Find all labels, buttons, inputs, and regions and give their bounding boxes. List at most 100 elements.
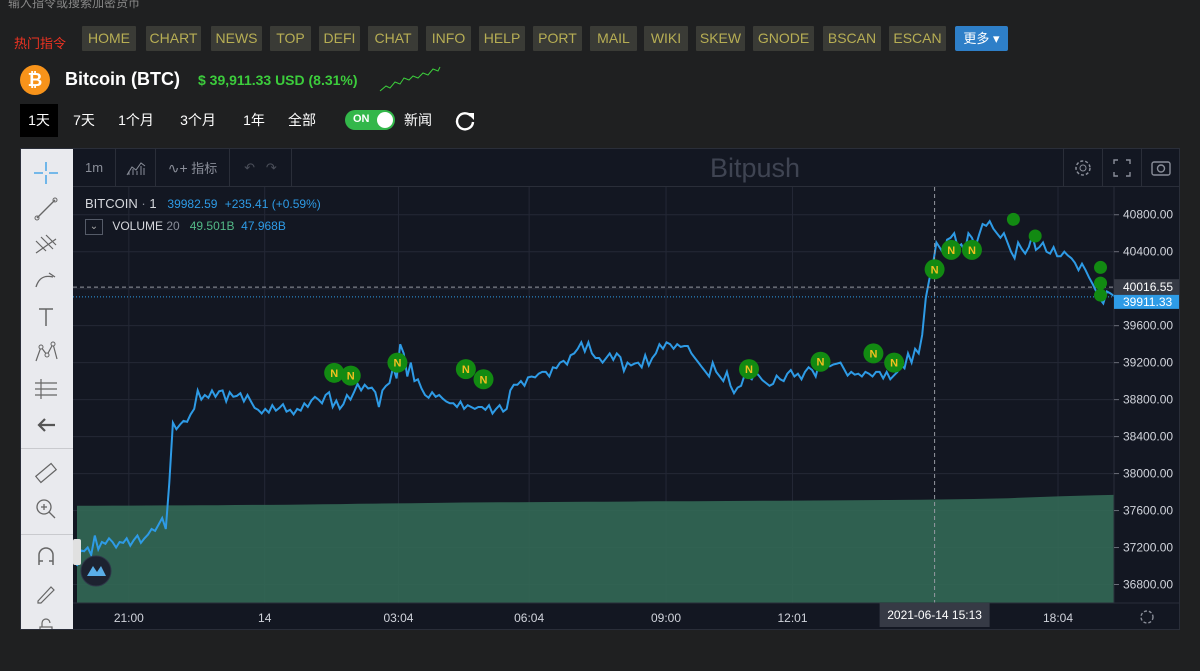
volume-label: VOLUME [112,219,164,234]
news-marker[interactable] [324,362,345,383]
news-label: 新闻 [404,112,432,128]
lock-pencil-icon[interactable] [31,579,61,607]
news-marker[interactable] [1028,229,1042,243]
news-marker[interactable] [455,359,476,380]
time-tick-label: 12:01 [778,611,808,625]
brush-icon[interactable] [31,267,61,295]
fib-retracement-icon[interactable] [31,231,61,259]
indicators-icon: ∿+ [167,160,188,176]
nav-item-help[interactable]: HELP [479,26,525,51]
price-tick-label: 37200.00 [1123,541,1173,555]
nav-item-gnode[interactable]: GNODE [753,26,814,51]
bitcoin-logo-icon: ₿ [20,65,50,95]
nav-item-chat[interactable]: CHAT [368,26,418,51]
price-tick-label: 37600.00 [1123,504,1173,518]
news-marker[interactable] [473,369,494,390]
arrow-left-icon[interactable] [31,411,61,439]
range-button[interactable]: 7天 [73,112,95,128]
collapse-legend-icon[interactable]: ⌄ [85,219,103,235]
news-marker[interactable] [340,365,361,386]
measure-range-icon[interactable] [31,375,61,403]
pattern-icon[interactable] [31,339,61,367]
fullscreen-icon[interactable] [1102,149,1140,187]
news-marker[interactable] [387,352,408,373]
news-marker[interactable] [810,351,831,372]
sparkline-icon [379,66,441,92]
volume-value: 49.501B [189,219,235,234]
camera-icon[interactable] [1141,149,1179,187]
trend-line-icon[interactable] [31,195,61,223]
nav-item-news[interactable]: NEWS [211,26,262,51]
price-axis[interactable] [1114,187,1179,630]
scroll-left-handle[interactable] [73,539,81,565]
nav-item-wiki[interactable]: WIKI [644,26,688,51]
range-button[interactable]: 3个月 [180,112,216,128]
news-marker-label: N [347,371,355,383]
search-hint[interactable]: 输入指令或搜索加密货币 [8,0,141,10]
lock-icon[interactable] [31,615,61,629]
toolbar-divider [21,448,73,449]
news-marker[interactable] [961,239,982,260]
nav-item-bscan[interactable]: BSCAN [823,26,881,51]
zoom-in-icon[interactable] [31,495,61,523]
news-marker[interactable] [863,343,884,364]
toggle-knob [377,112,393,128]
crosshair-icon[interactable] [31,159,61,187]
legend-symbol: BITCOIN [85,196,138,211]
range-button[interactable]: 1个月 [118,112,154,128]
range-button[interactable]: 全部 [288,112,316,128]
time-tick-label: 09:00 [651,611,681,625]
volume-length: 20 [166,219,180,234]
interval-button[interactable]: 1m [73,149,116,187]
text-tool-icon[interactable] [31,303,61,331]
nav-item-escan[interactable]: ESCAN [889,26,946,51]
ruler-icon[interactable] [31,459,61,487]
last-price-tag [1114,294,1179,309]
time-tick-label: 03:04 [383,611,413,625]
crosshair-price-label: 40016.55 [1123,280,1173,294]
nav-item-mail[interactable]: MAIL [590,26,637,51]
legend-change: +235.41 (+0.59%) [224,197,321,211]
hot-commands-label: 热门指令 [14,36,67,51]
nav-item-defi[interactable]: DEFI [319,26,360,51]
nav-item-skew[interactable]: SKEW [696,26,745,51]
time-axis[interactable] [73,603,1179,630]
nav-item-port[interactable]: PORT [533,26,582,51]
volume-area [77,494,1114,603]
time-tick-label: 06:04 [514,611,544,625]
redo-icon[interactable]: ↷ [265,160,277,175]
nav-item-info[interactable]: INFO [426,26,471,51]
news-marker[interactable] [1094,288,1108,302]
chart-type-icon[interactable] [116,149,156,187]
price-tick-label: 38400.00 [1123,430,1173,444]
news-marker[interactable] [884,352,905,373]
price-legend: BITCOIN · 1 39982.59 +235.41 (+0.59%) [85,196,321,211]
nav-item-chart[interactable]: CHART [146,26,201,51]
axis-settings-icon[interactable] [1140,610,1154,624]
refresh-icon[interactable] [454,110,476,132]
news-toggle[interactable]: ON [345,110,395,130]
time-range-selector: 1天 7天 1个月 3个月 1年 全部 ON 新闻 [20,104,520,137]
range-button[interactable]: 1年 [243,112,265,128]
nav-item-top[interactable]: TOP [270,26,311,51]
indicators-button[interactable]: ∿+ 指标 [156,149,230,187]
magnet-icon[interactable] [31,543,61,571]
volume-legend: ⌄ VOLUME 20 49.501B 47.968B [85,219,286,235]
nav-item-home[interactable]: HOME [82,26,136,51]
range-button[interactable]: 1天 [20,104,58,137]
undo-icon[interactable]: ↶ [244,160,256,175]
chart-top-toolbar: 1m ∿+ 指标 ↶ ↷ Bitpush [73,149,1179,187]
undo-redo-group: ↶ ↷ [230,149,292,187]
news-marker[interactable] [1094,276,1108,290]
news-marker[interactable] [738,359,759,380]
news-marker[interactable] [941,239,962,260]
news-marker[interactable] [1006,212,1020,226]
news-marker[interactable] [924,259,945,280]
settings-icon[interactable] [1063,149,1101,187]
news-marker-label: N [393,358,401,370]
tradingview-logo-mark [87,566,106,576]
news-marker[interactable] [1094,260,1108,274]
price-line [76,219,1115,567]
more-button[interactable]: 更多 ▾ [955,26,1008,51]
